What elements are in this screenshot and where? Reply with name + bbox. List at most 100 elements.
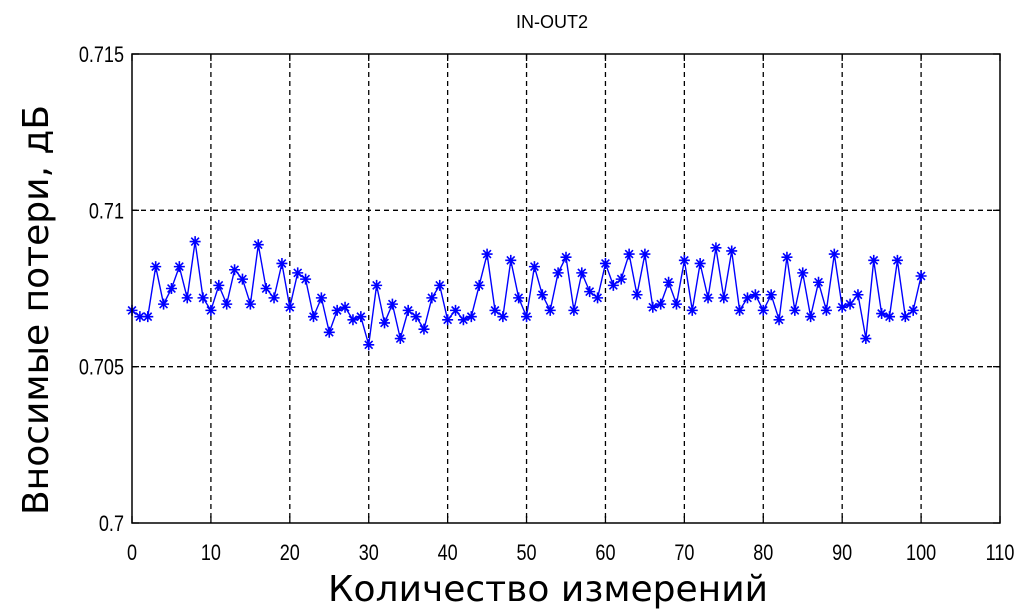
y-tick-label: 0.715 [79, 43, 124, 67]
data-point-marker [465, 311, 477, 323]
data-point-marker [757, 304, 769, 316]
data-point-marker [442, 314, 454, 326]
data-point-marker [260, 283, 272, 294]
data-point-marker [828, 248, 840, 260]
data-point-marker [457, 314, 469, 326]
data-point-marker [584, 286, 596, 298]
data-point-marker [797, 267, 809, 279]
x-axis-title: Количество измерений [328, 569, 768, 610]
data-point-marker [473, 279, 485, 291]
data-point-marker [158, 298, 170, 310]
data-point-marker [363, 339, 375, 351]
data-point-marker [899, 311, 911, 323]
data-point-marker [789, 304, 801, 316]
data-point-marker [134, 311, 146, 323]
data-point-marker [884, 311, 896, 323]
chart-title: IN-OUT2 [516, 12, 588, 32]
data-point-marker [718, 292, 730, 304]
data-point-marker [820, 304, 832, 316]
data-point-marker [686, 304, 698, 316]
data-point-marker [915, 270, 927, 282]
data-point-marker [505, 254, 517, 266]
data-point-marker [189, 236, 201, 248]
x-tick-label: 80 [753, 541, 773, 565]
data-point-marker [284, 301, 296, 313]
x-tick-label: 40 [438, 541, 458, 565]
data-point-marker [568, 304, 580, 316]
data-point-marker [639, 248, 651, 260]
x-tick-label: 110 [986, 541, 1015, 565]
data-point-marker [292, 267, 304, 279]
data-point-marker [663, 276, 675, 288]
data-point-marker [489, 304, 501, 316]
data-point-marker [165, 283, 177, 294]
data-point-marker [560, 251, 572, 263]
data-point-marker [599, 257, 611, 269]
y-tick-label: 0.705 [79, 356, 124, 380]
data-point-marker [268, 292, 280, 304]
data-point-marker [339, 301, 351, 313]
data-point-marker [426, 292, 438, 304]
data-point-marker [576, 267, 588, 279]
data-point-marker [781, 251, 793, 263]
data-point-marker [497, 311, 509, 323]
data-point-marker [528, 261, 540, 273]
data-point-marker [197, 292, 209, 304]
series-layer [126, 236, 927, 351]
data-point-marker [607, 279, 619, 291]
y-axis-ticks: 0.7 0.705 0.71 0.715 [79, 43, 1000, 536]
data-point-marker [371, 279, 383, 291]
data-point-marker [205, 304, 217, 316]
x-tick-label: 0 [127, 541, 137, 565]
x-axis-ticks: 0 10 20 30 40 50 60 70 80 90 100 110 [127, 54, 1014, 565]
data-point-marker [623, 248, 635, 260]
x-tick-label: 70 [674, 541, 694, 565]
data-point-marker [252, 239, 264, 251]
data-point-marker [860, 333, 872, 345]
data-point-marker [876, 308, 888, 320]
data-point-marker [813, 276, 825, 288]
data-point-marker [741, 292, 753, 304]
data-point-marker [307, 311, 319, 323]
plot-frame [131, 53, 1001, 524]
data-point-marker [544, 304, 556, 316]
data-point-marker [710, 242, 722, 254]
data-point-marker [655, 298, 667, 310]
data-point-marker [773, 314, 785, 326]
data-point-marker [631, 289, 643, 301]
data-point-marker [907, 304, 919, 316]
x-tick-label: 60 [595, 541, 615, 565]
data-point-marker [347, 314, 359, 326]
data-point-marker [592, 292, 604, 304]
x-tick-label: 90 [832, 541, 852, 565]
data-point-marker [229, 264, 241, 276]
x-tick-label: 100 [906, 541, 936, 565]
data-point-marker [244, 298, 256, 310]
data-point-marker [694, 257, 706, 269]
series-line [131, 241, 922, 345]
data-point-marker [647, 301, 659, 313]
data-point-marker [805, 311, 817, 323]
data-point-marker [379, 317, 391, 329]
x-tick-label: 50 [517, 541, 537, 565]
data-point-marker [402, 304, 414, 316]
data-point-marker [323, 326, 335, 338]
data-point-marker [749, 289, 761, 301]
data-point-marker [221, 298, 233, 310]
data-point-marker [410, 311, 422, 323]
data-point-marker [521, 311, 533, 323]
data-point-marker [726, 245, 738, 257]
grid-lines [132, 54, 1000, 523]
data-point-marker [386, 298, 398, 310]
x-tick-label: 10 [201, 541, 221, 565]
data-point-marker [236, 273, 248, 285]
data-point-marker [481, 248, 493, 260]
data-point-marker [852, 289, 864, 301]
data-point-marker [331, 304, 343, 316]
data-point-marker [276, 257, 288, 269]
data-point-marker [765, 289, 777, 301]
data-point-marker [300, 273, 312, 285]
data-point-marker [836, 301, 848, 313]
data-point-marker [868, 254, 880, 266]
